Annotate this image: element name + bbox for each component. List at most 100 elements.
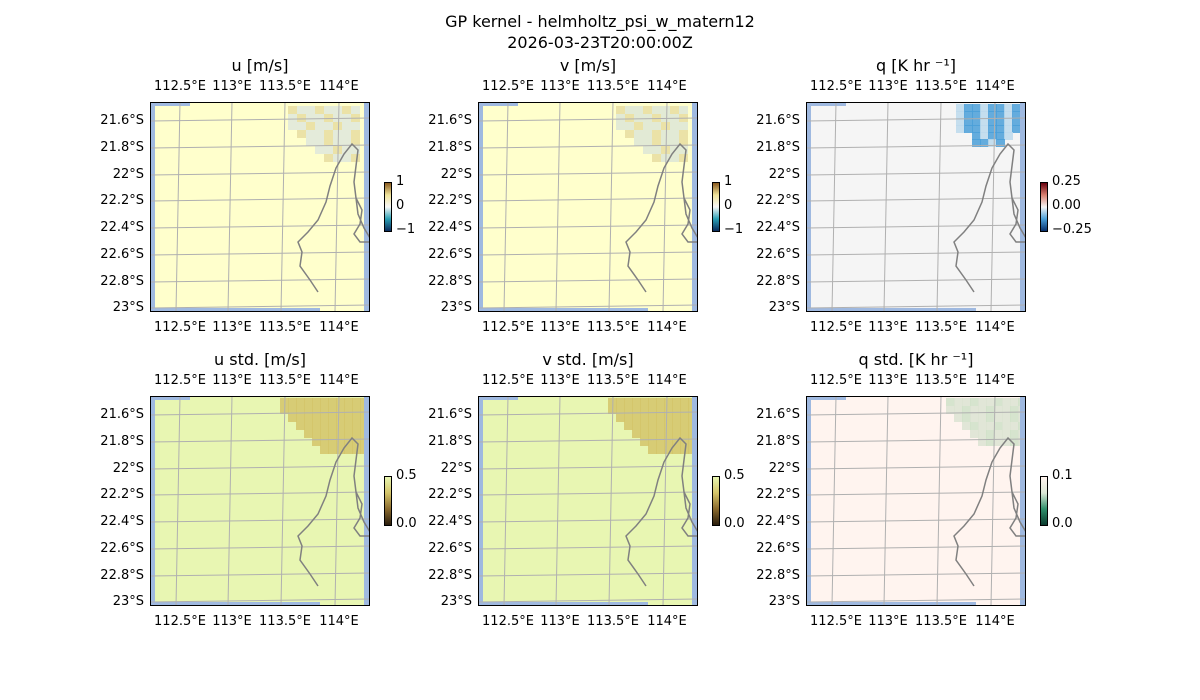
ytick-label: 21.8°S bbox=[428, 434, 472, 449]
field-cell bbox=[634, 138, 643, 146]
field-cell bbox=[1002, 406, 1011, 414]
field-cell bbox=[972, 139, 981, 147]
xtick-label-bottom: 114°E bbox=[647, 320, 687, 335]
field-cell bbox=[972, 132, 981, 140]
field-cell bbox=[648, 414, 657, 422]
xtick-label-top: 112.5°E bbox=[154, 79, 206, 94]
field-cell bbox=[351, 130, 360, 138]
xtick-label-top: 113.5°E bbox=[587, 373, 639, 388]
ocean-strip bbox=[150, 102, 190, 106]
map-plot-q-std bbox=[806, 396, 1026, 606]
field-cell bbox=[328, 430, 337, 438]
xtick-label-bottom: 113.5°E bbox=[915, 614, 967, 629]
field-cell bbox=[324, 106, 333, 114]
panel-u-std: u std. [m/s] 112.5°E 112.5°E 113°E 113°E 113.… bbox=[100, 350, 416, 629]
meridian-gridline bbox=[503, 102, 509, 312]
ytick-label: 21.6°S bbox=[756, 407, 800, 422]
field-cell bbox=[962, 398, 971, 406]
field-cell bbox=[664, 398, 673, 406]
colorbar-tick-label: −0.25 bbox=[1052, 222, 1092, 237]
meridian-gridline bbox=[280, 102, 286, 312]
field-cell bbox=[643, 114, 652, 122]
field-cell bbox=[324, 154, 333, 162]
xtick-label-bottom: 113.5°E bbox=[587, 320, 639, 335]
parallel-gridline bbox=[806, 197, 1026, 202]
colorbar-tick-label: −1 bbox=[396, 222, 416, 237]
ytick-label: 22.8°S bbox=[756, 568, 800, 583]
field-cell bbox=[306, 130, 315, 138]
ytick-label: 21.8°S bbox=[428, 140, 472, 155]
ocean-strip bbox=[478, 602, 648, 606]
field-cell bbox=[304, 406, 313, 414]
field-cell bbox=[306, 114, 315, 122]
ocean-strip bbox=[478, 396, 483, 606]
field-cell bbox=[1004, 125, 1013, 133]
ytick-label: 22.6°S bbox=[428, 247, 472, 262]
xtick-label-bottom: 113°E bbox=[868, 320, 908, 335]
parallel-gridline bbox=[478, 491, 698, 496]
xtick-label-bottom: 112.5°E bbox=[154, 320, 206, 335]
field-cell bbox=[1002, 438, 1011, 446]
field-cell bbox=[970, 430, 979, 438]
field-cell bbox=[344, 414, 353, 422]
xtick-label-top: 112.5°E bbox=[810, 373, 862, 388]
parallel-gridline bbox=[150, 545, 370, 550]
field-cell bbox=[297, 122, 306, 130]
field-cell bbox=[980, 139, 989, 147]
xtick-label-bottom: 113.5°E bbox=[259, 614, 311, 629]
field-cell bbox=[994, 414, 1003, 422]
field-cell bbox=[956, 125, 965, 133]
ytick-label: 23°S bbox=[440, 594, 472, 609]
field-cell bbox=[1002, 414, 1011, 422]
meridian-gridline bbox=[555, 102, 561, 312]
ytick-label: 22.4°S bbox=[756, 514, 800, 529]
field-cell bbox=[994, 422, 1003, 430]
parallel-gridline bbox=[150, 251, 370, 256]
field-cell bbox=[352, 422, 361, 430]
colorbar-u-std bbox=[384, 476, 392, 526]
parallel-gridline bbox=[806, 572, 1026, 577]
parallel-gridline bbox=[478, 518, 698, 523]
colorbar-tick-label: 0.25 bbox=[1052, 174, 1081, 189]
field-cell bbox=[652, 114, 661, 122]
field-cell bbox=[648, 446, 657, 454]
field-cell bbox=[996, 104, 1005, 112]
field-cell bbox=[315, 130, 324, 138]
coastline bbox=[953, 436, 1026, 587]
parallel-gridline bbox=[150, 598, 370, 603]
field-cell bbox=[1004, 132, 1013, 140]
field-cell bbox=[306, 138, 315, 146]
field-cell bbox=[315, 114, 324, 122]
meridian-gridline bbox=[334, 102, 340, 312]
field-cell bbox=[970, 406, 979, 414]
field-cell bbox=[954, 398, 963, 406]
field-cell bbox=[312, 398, 321, 406]
field-cell bbox=[320, 414, 329, 422]
ytick-label: 23°S bbox=[768, 300, 800, 315]
field-cell bbox=[988, 104, 997, 112]
field-cell bbox=[315, 138, 324, 146]
ytick-label: 22.6°S bbox=[756, 541, 800, 556]
meridian-gridline bbox=[608, 396, 614, 606]
ytick-label: 22.2°S bbox=[756, 487, 800, 502]
map-svg-q-std bbox=[806, 396, 1026, 606]
xtick-label-bottom: 114°E bbox=[975, 614, 1015, 629]
xtick-label-bottom: 112.5°E bbox=[482, 614, 534, 629]
field-cell bbox=[1010, 414, 1019, 422]
field-cell bbox=[996, 125, 1005, 133]
field-cell bbox=[964, 125, 973, 133]
parallel-gridline bbox=[478, 117, 698, 122]
ytick-label: 23°S bbox=[440, 300, 472, 315]
field-cell bbox=[988, 118, 997, 126]
ytick-label: 21.6°S bbox=[756, 113, 800, 128]
xtick-label-top: 113°E bbox=[540, 373, 580, 388]
parallel-gridline bbox=[150, 411, 370, 416]
field-cell bbox=[972, 118, 981, 126]
field-cell bbox=[640, 406, 649, 414]
parallel-gridline bbox=[806, 598, 1026, 603]
field-cell bbox=[312, 414, 321, 422]
field-cell bbox=[652, 130, 661, 138]
field-cell bbox=[652, 146, 661, 154]
field-cell bbox=[328, 422, 337, 430]
meridian-gridline bbox=[227, 396, 233, 606]
